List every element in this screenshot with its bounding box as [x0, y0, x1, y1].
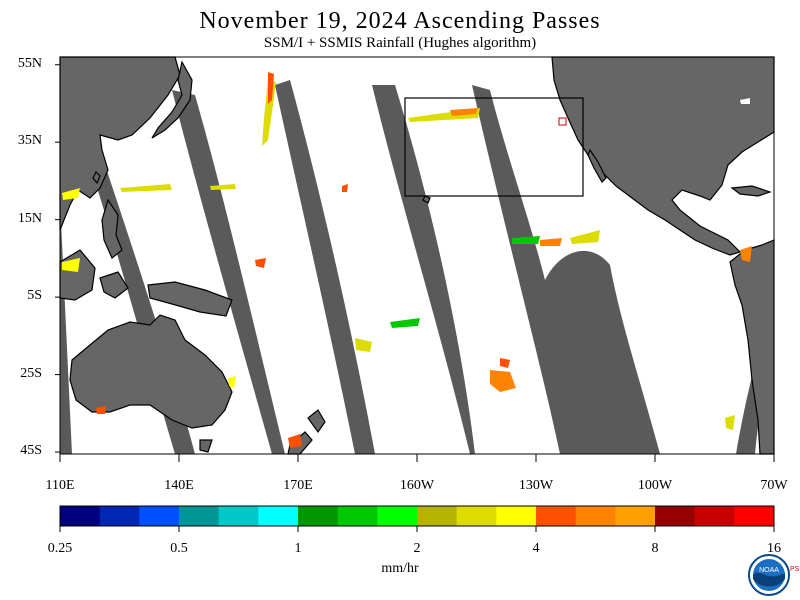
land-asia	[59, 56, 181, 231]
swath-gap	[372, 85, 475, 454]
colorbar-cell	[258, 506, 299, 526]
land-south-america	[729, 239, 775, 455]
rain-area	[512, 236, 540, 244]
land-masses	[59, 56, 775, 455]
land-cuba	[730, 185, 772, 197]
colorbar-tick-label: 4	[532, 541, 540, 556]
colorbar-cell	[377, 506, 418, 526]
rain-area	[540, 238, 562, 246]
land-new-guinea	[147, 281, 233, 317]
colorbar-tick-label: 1	[294, 541, 302, 556]
latitude-label: 35N	[17, 133, 42, 149]
colorbar-cell	[456, 506, 497, 526]
rain-area	[210, 184, 236, 190]
rain-area	[725, 415, 735, 430]
latitude-label: 5S	[27, 288, 42, 304]
rain-area	[262, 80, 276, 146]
rain-area	[450, 108, 478, 116]
colorbar-cell	[417, 506, 458, 526]
rain-area	[288, 434, 302, 448]
longitude-label: 100W	[637, 478, 673, 493]
map-title: November 19, 2024 Ascending Passes	[199, 8, 601, 34]
land-hawaii	[422, 195, 431, 204]
highlight-region-box	[404, 97, 584, 197]
colorbar-tick-label: 0.5	[170, 541, 188, 556]
rain-area	[62, 258, 80, 272]
land-baja-california	[587, 148, 607, 183]
land-japan	[151, 60, 193, 139]
latitude-label: 45S	[20, 443, 42, 459]
land-philippines	[101, 198, 123, 259]
colorbar-tick-label: 16	[767, 541, 781, 556]
rain-area	[228, 376, 236, 388]
longitude-label: 130W	[518, 478, 554, 493]
colorbar-cell	[536, 506, 577, 526]
rain-area	[342, 184, 348, 192]
rain-area	[570, 230, 600, 244]
colorbar-cell	[139, 506, 180, 526]
colorbar-cell	[655, 506, 696, 526]
land-new-zealand-north	[307, 409, 326, 434]
longitude-label: 160W	[399, 478, 435, 493]
rain-area	[120, 184, 172, 192]
rain-area	[740, 98, 750, 104]
land-tasmania	[199, 439, 213, 453]
longitude-label: 170E	[283, 478, 313, 493]
colorbar-cell	[298, 506, 339, 526]
colorbar-cell	[615, 506, 656, 526]
latitude-label: 15N	[17, 210, 42, 226]
rain-area	[62, 188, 80, 200]
latitude-label: 25S	[20, 365, 42, 381]
colorbar-cell	[179, 506, 220, 526]
latitude-label: 55N	[17, 55, 42, 71]
logo-text: NOAA	[759, 567, 779, 574]
longitude-label: 140E	[164, 478, 194, 493]
rain-area	[490, 370, 516, 392]
colorbar-tick-label: 0.25	[47, 541, 73, 556]
colorbar-cell	[496, 506, 537, 526]
swath-gap	[472, 85, 660, 454]
colorbar-units: mm/hr	[381, 561, 419, 576]
colorbar-cell	[99, 506, 140, 526]
colorbar-cell	[60, 506, 101, 526]
axis-ticks	[55, 64, 775, 462]
colorbar	[59, 505, 775, 532]
rain-area	[500, 358, 510, 368]
colorbar-cell	[575, 506, 616, 526]
rain-area	[740, 246, 752, 262]
longitude-label: 110E	[45, 478, 75, 493]
map-area	[55, 56, 775, 462]
longitude-label: 70W	[760, 478, 788, 493]
swath-gap	[172, 90, 285, 454]
colorbar-cell	[734, 506, 775, 526]
land-taiwan	[92, 170, 101, 185]
map-subtitle: SSM/I + SSMIS Rainfall (Hughes algorithm…	[263, 35, 537, 51]
noaa-logo-icon: NOAA	[748, 554, 790, 596]
rain-area	[96, 406, 106, 414]
land-sulawesi	[99, 271, 129, 299]
rain-area	[355, 338, 372, 352]
rain-area	[268, 72, 274, 104]
rain-area	[255, 258, 266, 268]
colorbar-tick-label: 2	[413, 541, 421, 556]
rain-areas	[62, 72, 752, 448]
colorbar-cell	[694, 506, 735, 526]
rain-area	[390, 318, 420, 328]
small-marker-box	[558, 117, 567, 126]
colorbar-cell	[218, 506, 259, 526]
psl-logo-text: PSL	[790, 566, 800, 573]
colorbar-tick-label: 8	[651, 541, 659, 556]
colorbar-cell	[337, 506, 378, 526]
swath-gap	[275, 80, 375, 454]
